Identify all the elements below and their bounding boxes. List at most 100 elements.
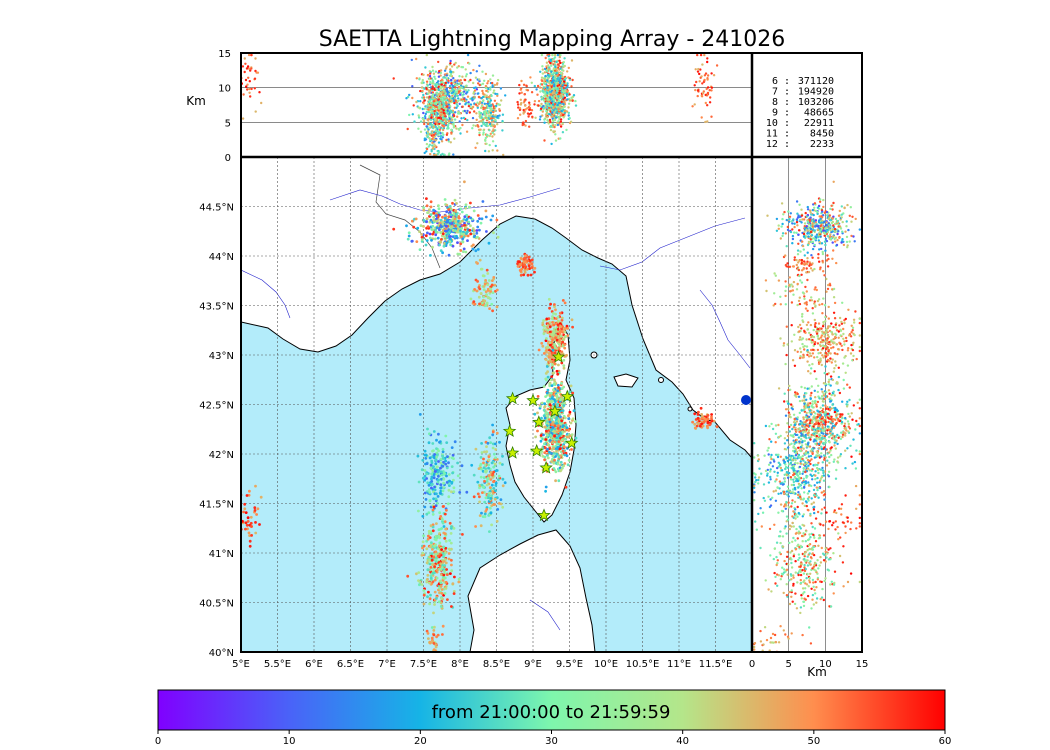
lightning-source-point (437, 478, 440, 482)
altitude-points (241, 53, 719, 157)
lightning-source-point (415, 240, 419, 244)
lightning-source-point (449, 213, 453, 217)
altitude-source-point (440, 95, 443, 98)
altitude-source-point (491, 74, 495, 77)
station-count-value: 2233 (810, 139, 834, 150)
lightning-source-point (536, 395, 540, 398)
lightning-source-point (463, 224, 467, 227)
altitude-source-point (411, 113, 414, 116)
lightning-source-point (442, 545, 446, 549)
lightning-source-point (457, 580, 461, 584)
altitude-source-point (445, 87, 449, 91)
altitude-source-point (441, 93, 445, 97)
lon-tick-label: 9.5°E (556, 659, 583, 670)
altitude-source-point (461, 105, 464, 109)
altitude-source-point (570, 85, 573, 88)
altitude-source-point (527, 115, 530, 118)
altitude-source-point (524, 119, 528, 123)
lightning-source-point (406, 574, 410, 578)
altitude-source-point (561, 62, 565, 66)
altitude-source-point (450, 116, 453, 119)
altitude-source-point (541, 114, 544, 117)
altitude-source-point (548, 100, 551, 103)
lightning-source-point (491, 446, 495, 450)
altitude-tick-label: 5 (225, 118, 231, 129)
lightning-source-point (484, 209, 488, 213)
lightning-source-point (437, 535, 441, 538)
lightning-source-point (255, 513, 258, 516)
lon-tick-label: 8°E (451, 659, 469, 670)
lightning-source-point (460, 227, 463, 230)
altitude-source-point (462, 93, 465, 96)
altitude-source-point (444, 115, 447, 118)
lightning-source-point (478, 495, 481, 499)
lightning-source-point (551, 338, 554, 341)
lightning-source-point (441, 464, 445, 468)
lightning-source-point (432, 430, 436, 433)
altitude-source-point (526, 112, 530, 115)
lightning-source-point (438, 243, 441, 247)
altitude-source-point (481, 119, 485, 123)
lightning-source-point (443, 235, 446, 239)
lightning-source-point (491, 309, 494, 313)
lightning-source-point (486, 283, 490, 286)
altitude-source-point (457, 128, 461, 131)
lightning-source-point (424, 456, 428, 460)
lightning-source-point (490, 523, 493, 527)
altitude-source-point (568, 121, 572, 125)
lat-tick-label: 42°N (209, 450, 234, 461)
lightning-source-point (548, 321, 552, 324)
lightning-source-point (444, 527, 448, 531)
lightning-source-point (485, 450, 489, 453)
altitude-source-point (447, 103, 450, 106)
lightning-source-point (459, 207, 463, 211)
lightning-source-point (561, 409, 565, 412)
lightning-source-point (501, 463, 504, 466)
station-star-icon (529, 443, 544, 457)
altitude-source-point (471, 127, 474, 130)
altitude-source-point (429, 152, 432, 156)
lightning-source-point (553, 351, 557, 355)
altitude-source-point (531, 115, 534, 119)
altitude-source-point (528, 125, 531, 128)
altitude-source-point (470, 97, 473, 100)
lightning-source-point (696, 413, 700, 416)
altitude-source-point (431, 147, 434, 150)
altitude-source-point (704, 120, 707, 124)
lightning-source-point (533, 270, 536, 274)
lightning-source-point (437, 207, 441, 211)
lightning-source-point (496, 235, 500, 239)
lightning-source-point (422, 534, 425, 538)
lightning-source-point (434, 462, 438, 465)
altitude-source-point (446, 126, 450, 130)
lightning-source-point (428, 562, 432, 566)
lightning-source-point (429, 524, 433, 528)
altitude-source-point (446, 118, 449, 121)
altitude-source-point (555, 69, 558, 72)
altitude-source-point (530, 109, 534, 112)
lightning-source-point (479, 456, 483, 459)
altitude-source-point (559, 94, 562, 97)
altitude-source-point (540, 83, 544, 86)
lightning-source-point (544, 425, 547, 429)
altitude-source-point (247, 67, 251, 70)
lightning-source-point (478, 287, 482, 291)
altitude-source-point (426, 118, 430, 121)
altitude-source-point (706, 74, 710, 77)
lightning-source-point (499, 498, 503, 501)
altitude-source-point (559, 125, 563, 128)
altitude-source-point (448, 152, 451, 155)
altitude-source-point (555, 108, 558, 111)
lightning-source-point (432, 216, 436, 219)
lightning-source-point (450, 481, 454, 485)
lightning-source-point (545, 365, 549, 368)
lightning-source-point (556, 462, 560, 466)
altitude-source-point (250, 53, 253, 57)
altitude-source-point (559, 71, 563, 75)
lightning-source-point (452, 590, 456, 593)
lightning-source-point (556, 327, 560, 331)
lightning-source-point (548, 418, 551, 421)
altitude-source-point (490, 104, 493, 107)
lightning-source-point (454, 224, 457, 228)
altitude-source-point (502, 153, 505, 157)
